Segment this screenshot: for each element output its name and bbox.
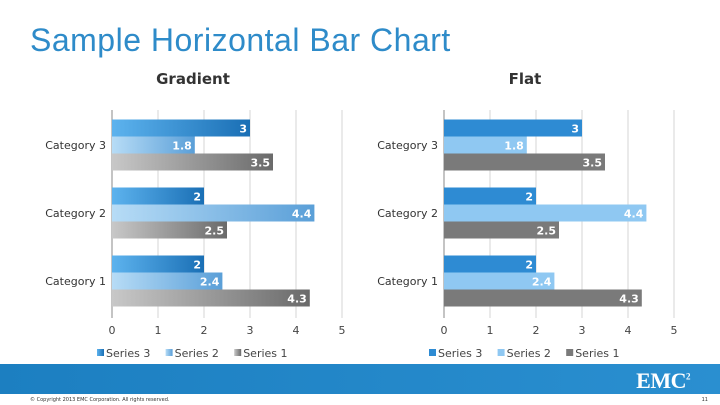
copyright-text: © Copyright 2013 EMC Corporation. All ri… [30, 397, 170, 403]
bar [112, 119, 250, 137]
chart-title: Flat [509, 70, 542, 88]
data-label: 2.5 [205, 225, 225, 238]
category-label: Category 1 [377, 275, 438, 288]
category-label: Category 3 [45, 139, 106, 152]
x-tick-label: 0 [109, 324, 116, 337]
data-label: 2 [525, 259, 533, 272]
chart-title: Gradient [156, 70, 230, 88]
bar [444, 204, 647, 222]
bar [444, 289, 642, 307]
x-tick-label: 5 [671, 324, 678, 337]
data-label: 3 [571, 123, 579, 136]
legend-label: Series 3 [438, 347, 482, 360]
data-label: 1.8 [504, 140, 524, 153]
bar [444, 187, 536, 205]
bar [444, 255, 536, 273]
legend-label: Series 2 [175, 347, 219, 360]
legend-swatch [165, 349, 173, 356]
x-tick-label: 3 [247, 324, 254, 337]
legend-label: Series 1 [243, 347, 287, 360]
bar [444, 119, 582, 137]
bar [112, 255, 204, 273]
emc-logo: EMC2 [636, 368, 690, 393]
data-label: 2.4 [200, 276, 220, 289]
legend-label: Series 3 [106, 347, 150, 360]
bar [444, 221, 559, 239]
bar [112, 221, 227, 239]
bar [112, 204, 315, 222]
bar [444, 153, 605, 171]
page-number: 11 [701, 397, 708, 403]
bar [444, 136, 527, 154]
data-label: 3 [239, 123, 247, 136]
x-tick-label: 4 [625, 324, 632, 337]
bar [112, 136, 195, 154]
data-label: 2 [193, 191, 201, 204]
chart-gradient: Gradient 0 1 2 3 4 5 Category 1 2 2.4 4.3 Category … [45, 70, 345, 360]
category-label: Category 2 [377, 207, 438, 220]
data-label: 4.3 [287, 293, 307, 306]
footer-bar: EMC2 [0, 364, 720, 394]
bar [112, 289, 310, 307]
legend-swatch [497, 349, 505, 356]
data-label: 3.5 [251, 157, 271, 170]
legend-label: Series 1 [575, 347, 619, 360]
legend-swatch [97, 349, 104, 356]
data-label: 2.5 [537, 225, 557, 238]
legend-swatch [566, 349, 574, 356]
slide-title: Sample Horizontal Bar Chart [30, 22, 451, 58]
bar [444, 272, 555, 290]
bar [112, 187, 204, 205]
x-tick-label: 0 [441, 324, 448, 337]
x-tick-label: 1 [155, 324, 162, 337]
category-label: Category 2 [45, 207, 106, 220]
x-tick-label: 1 [487, 324, 494, 337]
category-label: Category 3 [377, 139, 438, 152]
legend-swatch [429, 349, 436, 356]
x-tick-label: 2 [533, 324, 540, 337]
x-tick-label: 3 [579, 324, 586, 337]
data-label: 4.3 [619, 293, 639, 306]
bar [112, 272, 223, 290]
bar [112, 153, 273, 171]
data-label: 4.4 [292, 208, 312, 221]
data-label: 2 [525, 191, 533, 204]
x-tick-label: 2 [201, 324, 208, 337]
x-tick-label: 4 [293, 324, 300, 337]
chart-flat: Flat 0 1 2 3 4 5 Category 1 2 2.4 4.3 Category 2 2 4.… [377, 70, 677, 360]
data-label: 1.8 [172, 140, 192, 153]
data-label: 3.5 [583, 157, 603, 170]
legend-label: Series 2 [507, 347, 551, 360]
x-tick-label: 5 [339, 324, 346, 337]
legend-swatch [234, 349, 242, 356]
data-label: 2 [193, 259, 201, 272]
data-label: 4.4 [624, 208, 644, 221]
data-label: 2.4 [532, 276, 552, 289]
bar-charts: Gradient 0 1 2 3 4 5 Category 1 2 2.4 4.3 Category … [45, 70, 677, 360]
category-label: Category 1 [45, 275, 106, 288]
